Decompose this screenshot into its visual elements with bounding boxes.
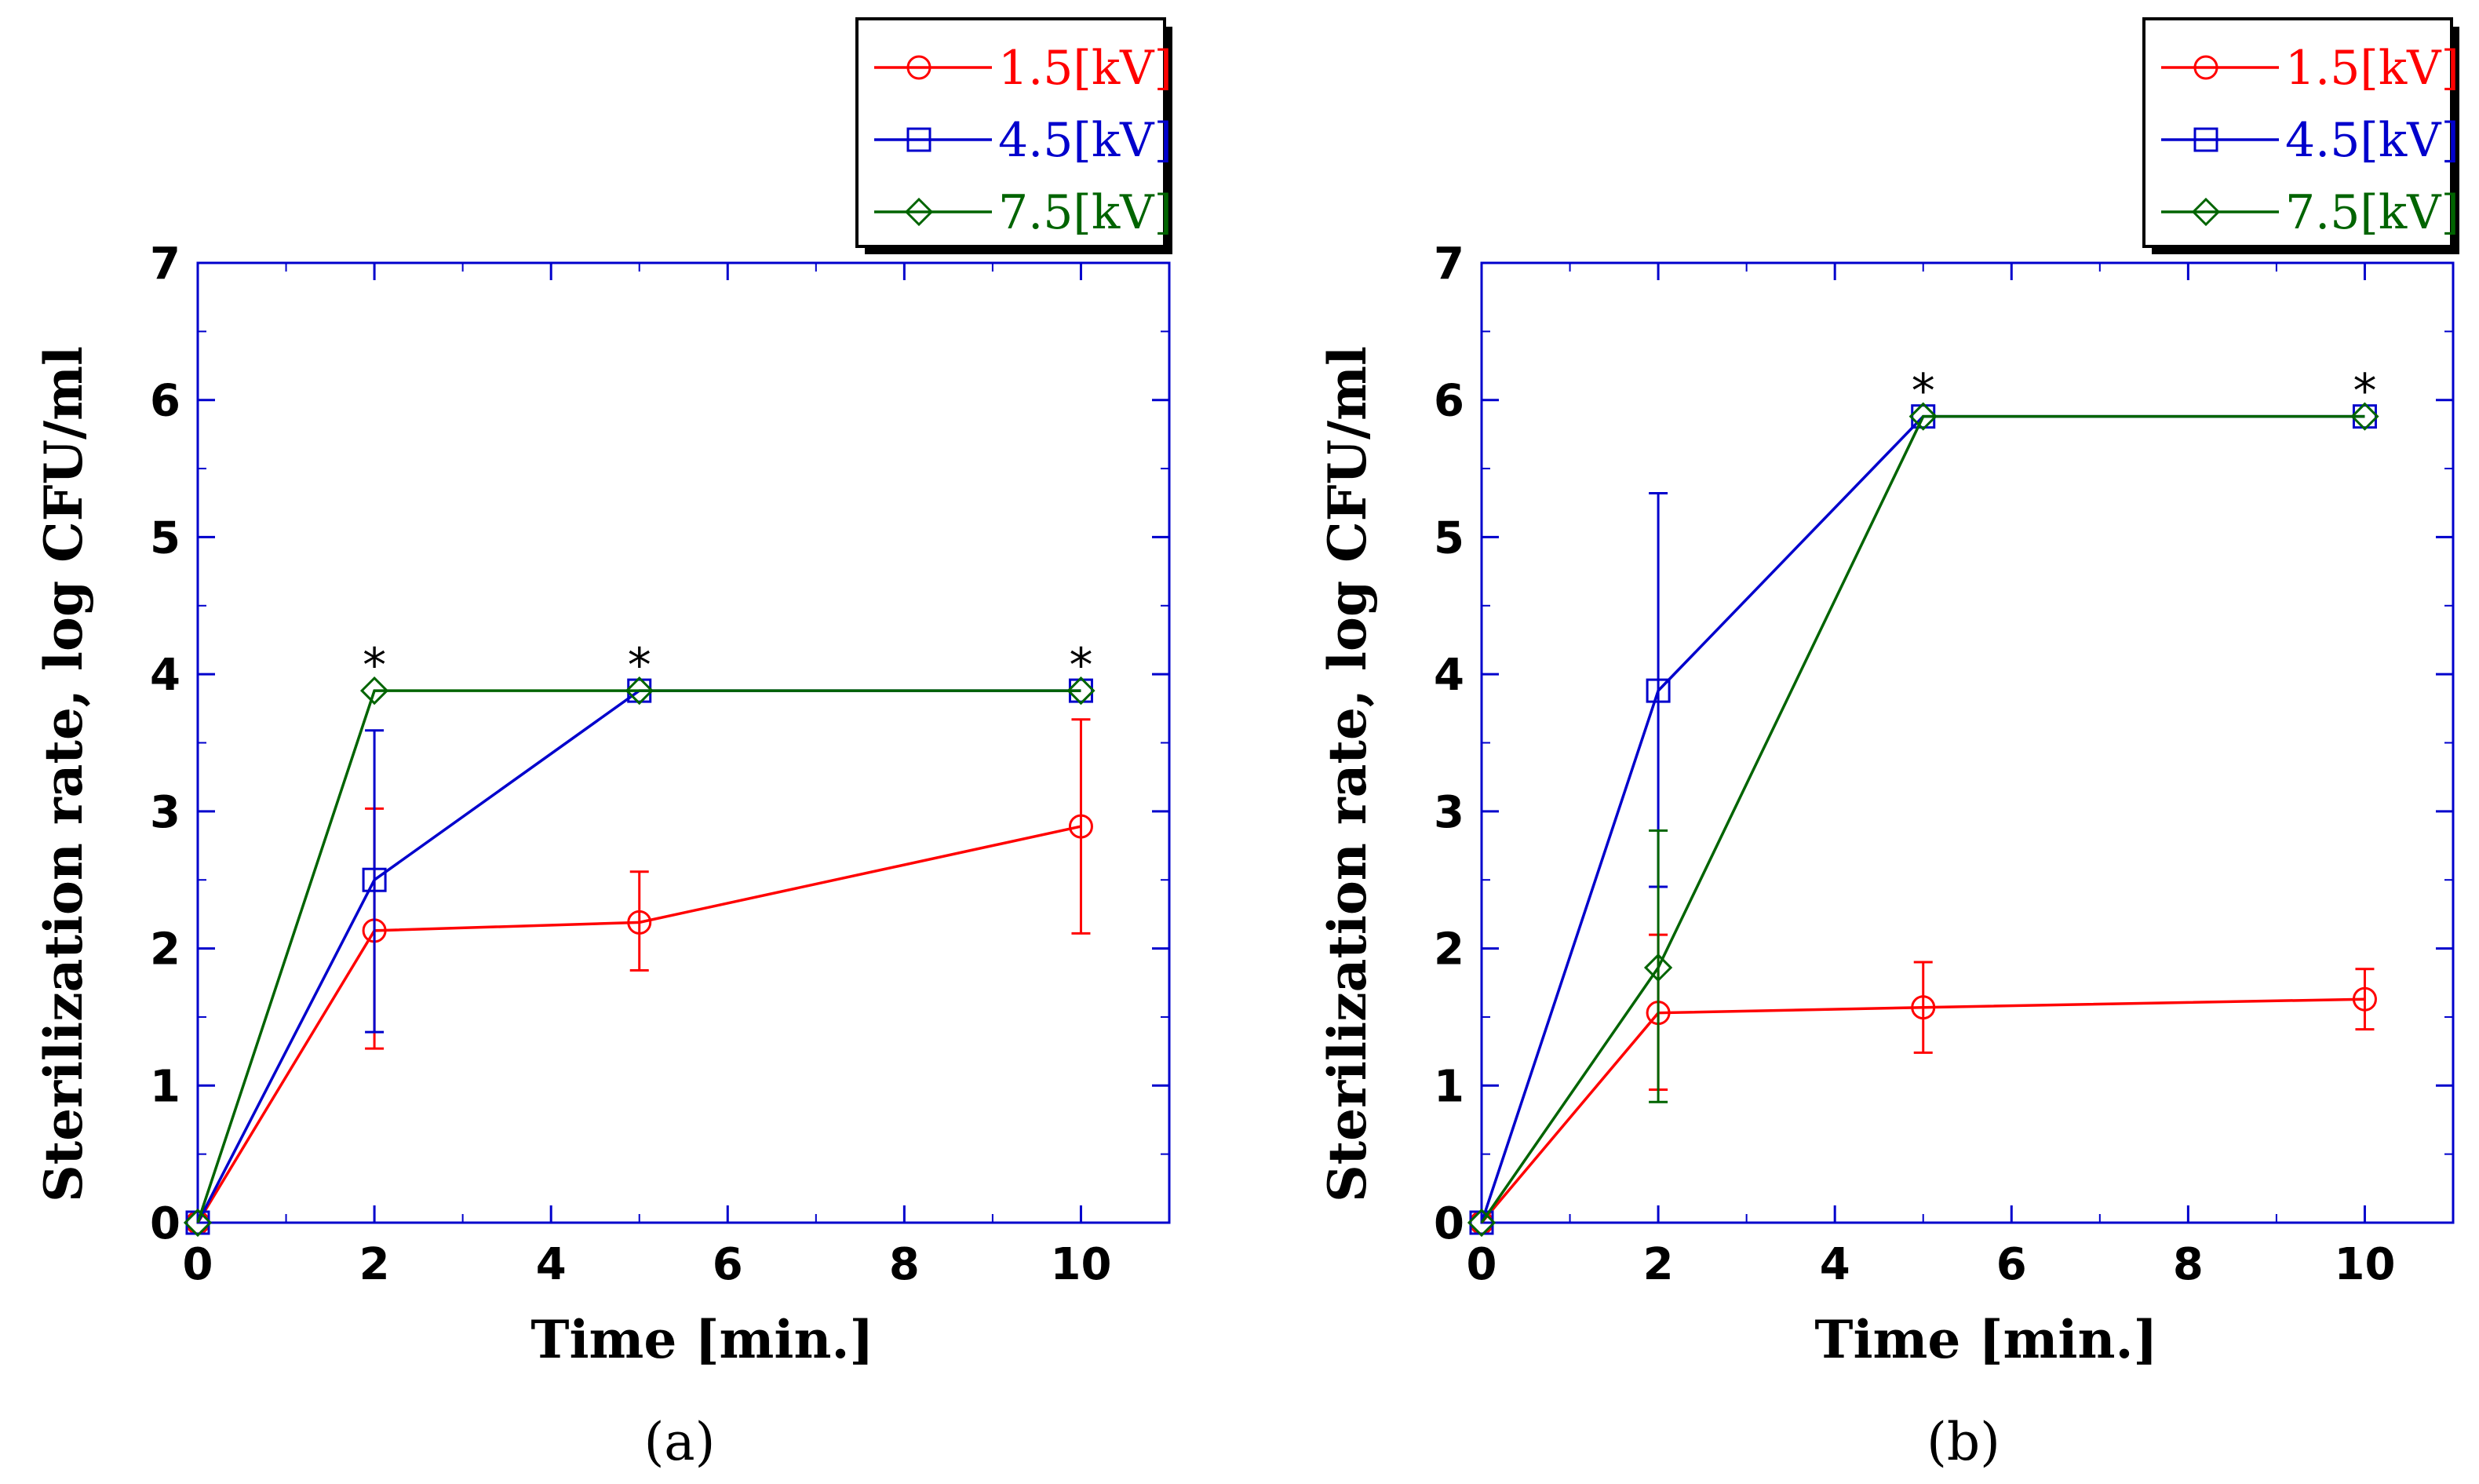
series-line	[196, 825, 1081, 1223]
significance-star: *	[628, 638, 651, 693]
legend-marker	[2191, 197, 2221, 227]
x-tick-label: 4	[536, 1239, 567, 1290]
legend-entry: 1.5[kV]	[2285, 41, 2459, 96]
x-tick-label: 10	[1050, 1239, 1111, 1290]
data-point	[1467, 1208, 1497, 1238]
legend-entry: 4.5[kV]	[2285, 113, 2459, 168]
data-point	[2352, 986, 2377, 1012]
y-tick-label: 4	[150, 650, 180, 701]
x-tick-label: 2	[1643, 1239, 1674, 1290]
y-tick-label: 7	[1434, 239, 1464, 290]
data-point	[1066, 676, 1095, 706]
series-1.5[kV]	[1469, 933, 2377, 1235]
data-point	[1643, 953, 1673, 983]
x-tick-label: 6	[1996, 1239, 2027, 1290]
y-tick-label: 3	[150, 787, 180, 838]
series-line	[1480, 414, 2365, 1223]
legend-marker	[904, 197, 934, 227]
x-tick-label: 8	[889, 1239, 920, 1290]
data-point	[625, 676, 654, 706]
panel-label: (a)	[644, 1412, 716, 1472]
y-tick-label: 2	[150, 924, 180, 975]
plot-frame	[1480, 261, 2455, 1224]
y-tick-label: 1	[150, 1061, 180, 1112]
chart-panel-a: 0 1 2 3 4 5 6 7 0 2 4 6 8 10 Time [min.] Sterilization …	[33, 17, 1172, 1472]
plot-frame	[196, 261, 1171, 1224]
y-tick-label: 0	[1434, 1198, 1464, 1249]
data-point	[1646, 678, 1671, 703]
y-tick-label: 3	[1434, 787, 1464, 838]
series-line	[1480, 997, 2365, 1224]
legend-entry: 1.5[kV]	[998, 41, 1172, 96]
data-point	[627, 910, 652, 935]
legend: 1.5[kV] 4.5[kV] 7.5[kV]	[855, 17, 1172, 254]
data-point	[362, 867, 387, 892]
x-tick-label: 6	[713, 1239, 743, 1290]
y-tick-label: 6	[150, 376, 180, 427]
x-axis-title: Time [min.]	[1814, 1309, 2157, 1370]
x-axis-title: Time [min.]	[530, 1309, 873, 1370]
legend-entry: 4.5[kV]	[998, 113, 1172, 168]
legend: 1.5[kV] 4.5[kV] 7.5[kV]	[2142, 17, 2459, 254]
series-line	[196, 689, 1081, 1223]
y-tick-label: 6	[1434, 376, 1464, 427]
data-point	[2350, 402, 2379, 431]
y-tick-label: 0	[150, 1198, 180, 1249]
x-tick-label: 4	[1820, 1239, 1850, 1290]
legend-marker	[906, 127, 931, 152]
data-point	[359, 676, 389, 706]
data-point	[1068, 814, 1093, 839]
data-point	[183, 1208, 213, 1238]
y-axis-title: Sterilization rate, log CFU/ml	[33, 346, 94, 1202]
y-tick-label: 5	[1434, 512, 1464, 563]
x-tick-label: 2	[359, 1239, 390, 1290]
legend-marker	[2193, 55, 2218, 80]
panel-label: (b)	[1927, 1412, 2000, 1472]
x-tick-label: 8	[2173, 1239, 2204, 1290]
series-1.5[kV]	[185, 718, 1093, 1235]
x-tick-label: 10	[2334, 1239, 2395, 1290]
x-tick-label: 0	[1467, 1239, 1497, 1290]
significance-star: *	[1069, 638, 1092, 693]
significance-star: *	[1912, 364, 1935, 419]
data-point	[1911, 995, 1936, 1020]
legend-marker	[906, 55, 931, 80]
chart-panel-b: 0 1 2 3 4 5 6 7 0 2 4 6 8 10 Time [min.] Sterilization …	[1317, 17, 2459, 1472]
legend-marker	[2193, 127, 2218, 152]
significance-star: *	[363, 638, 386, 693]
data-point	[1908, 402, 1938, 431]
y-tick-label: 5	[150, 512, 180, 563]
y-axis-title: Sterilization rate, log CFU/ml	[1317, 346, 1378, 1202]
series-4.5[kV]	[1469, 404, 2377, 1235]
x-tick-label: 0	[183, 1239, 213, 1290]
legend-entry: 7.5[kV]	[998, 185, 1172, 240]
series-7.5[kV]	[1467, 402, 2379, 1238]
y-tick-label: 7	[150, 239, 180, 290]
y-tick-label: 2	[1434, 924, 1464, 975]
series-line	[1480, 414, 2365, 1223]
y-tick-label: 1	[1434, 1061, 1464, 1112]
significance-star: *	[2353, 364, 2376, 419]
legend-entry: 7.5[kV]	[2285, 185, 2459, 240]
y-tick-label: 4	[1434, 650, 1464, 701]
series-7.5[kV]	[183, 676, 1095, 1238]
